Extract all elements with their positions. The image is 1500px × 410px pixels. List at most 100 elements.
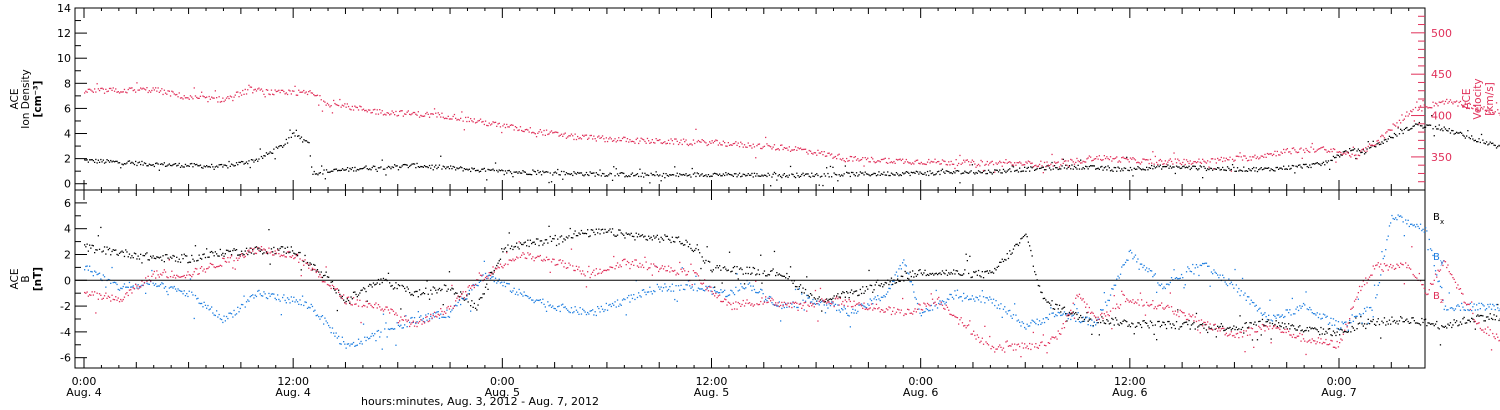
density-point: [1138, 167, 1140, 169]
By-point: [438, 317, 441, 319]
Bx-point: [1016, 243, 1018, 245]
density-point: [365, 165, 367, 167]
density-point: [1275, 166, 1277, 169]
Bx-point: [1483, 320, 1485, 322]
By-point: [560, 304, 563, 306]
density-point: [726, 174, 728, 176]
By-point: [976, 297, 978, 299]
By-point: [557, 306, 559, 308]
By-point: [1182, 277, 1184, 279]
Bx-point: [748, 266, 751, 269]
velocity-point: [482, 120, 484, 123]
velocity-point: [727, 142, 729, 144]
Bx-point: [1143, 320, 1145, 322]
velocity-point: [1122, 156, 1124, 158]
Bz-point: [235, 257, 238, 259]
density-point: [103, 162, 106, 164]
By-point: [442, 316, 444, 318]
velocity-point: [453, 113, 456, 116]
velocity-point: [777, 148, 779, 150]
Bz-point: [103, 295, 106, 297]
density-point: [1137, 166, 1139, 168]
velocity-point: [813, 152, 815, 154]
By-point: [813, 302, 815, 305]
density-point: [594, 175, 596, 177]
Bz-point: [121, 300, 123, 302]
Bx-point: [1000, 261, 1002, 263]
velocity-point: [1102, 159, 1104, 161]
By-point: [1009, 309, 1011, 312]
velocity-point: [412, 111, 414, 114]
Bx-point: [971, 276, 973, 278]
velocity-point: [660, 142, 662, 144]
By-point: [524, 294, 526, 297]
density-point: [1030, 166, 1032, 168]
By-point: [1149, 270, 1152, 272]
By-point: [162, 283, 164, 285]
velocity-point: [524, 129, 526, 131]
By-point: [325, 320, 327, 322]
density-point: [118, 162, 121, 164]
density-point: [1062, 158, 1064, 160]
velocity-point: [335, 103, 337, 106]
velocity-point: [582, 134, 584, 136]
Bx-point: [138, 258, 141, 260]
density-point: [101, 161, 103, 163]
velocity-point: [1194, 161, 1196, 163]
velocity-point: [130, 87, 132, 89]
Bx-point: [1336, 331, 1338, 333]
density-point: [694, 172, 696, 174]
Bz-point: [384, 308, 386, 311]
By-point: [203, 301, 205, 303]
By-point: [1093, 321, 1095, 323]
By-point: [1295, 308, 1297, 310]
By-point: [340, 343, 342, 345]
Bx-point: [95, 249, 97, 251]
Bx-point: [161, 259, 163, 261]
density-point: [1431, 115, 1433, 117]
Bx-point: [1422, 321, 1424, 324]
Bz-point: [356, 299, 358, 301]
density-point: [392, 166, 395, 169]
velocity-point: [1239, 152, 1241, 154]
By-point: [1256, 310, 1259, 312]
density-point: [1421, 125, 1423, 127]
Bx-point: [826, 298, 828, 300]
Bx-point: [890, 277, 893, 279]
density-point: [771, 176, 773, 178]
By-point: [118, 289, 121, 291]
velocity-point: [313, 94, 315, 96]
By-point: [1063, 311, 1066, 313]
Bx-point: [727, 269, 729, 271]
By-point: [1370, 306, 1372, 309]
By-point: [941, 300, 944, 302]
Bx-point: [304, 254, 306, 257]
density-point: [650, 172, 652, 174]
Bz-point: [409, 325, 411, 328]
Bx-point: [1314, 327, 1316, 329]
By-point: [1051, 312, 1053, 314]
By-point: [671, 283, 673, 285]
By-point: [310, 303, 312, 306]
By-point: [751, 289, 753, 292]
density-point: [1461, 132, 1463, 134]
Bx-point: [1134, 326, 1137, 328]
Bx-point: [1169, 323, 1171, 325]
Bx-point: [737, 278, 739, 280]
By-point: [326, 322, 329, 324]
Bx-point: [969, 255, 971, 257]
By-point: [1128, 250, 1130, 253]
By-point: [298, 303, 300, 305]
By-point: [1174, 277, 1176, 280]
velocity-point: [1432, 101, 1434, 103]
density-point: [1341, 154, 1343, 156]
Bz-point: [117, 297, 119, 299]
Bx-point: [445, 284, 447, 287]
Bx-point: [777, 274, 779, 276]
Bx-point: [645, 238, 647, 241]
By-point: [963, 292, 965, 295]
Bx-point: [188, 261, 190, 263]
Bz-point: [244, 255, 246, 258]
density-point: [558, 174, 560, 176]
Bx-point: [341, 295, 343, 298]
